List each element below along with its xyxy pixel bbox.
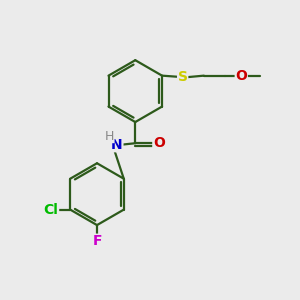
Text: O: O (235, 69, 247, 83)
Text: Cl: Cl (44, 202, 59, 217)
Text: O: O (153, 136, 165, 150)
Text: N: N (111, 138, 123, 152)
Text: F: F (92, 234, 102, 248)
Text: H: H (105, 130, 114, 143)
Text: S: S (178, 70, 188, 84)
